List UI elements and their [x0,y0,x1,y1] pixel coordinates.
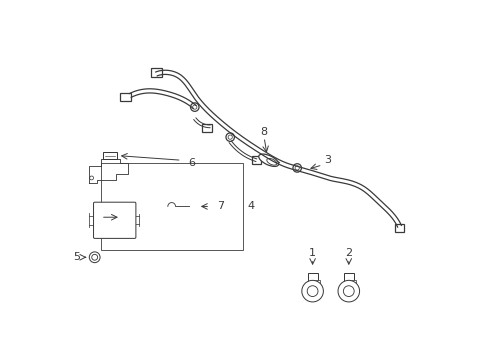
Bar [103,152,117,159]
FancyBboxPatch shape [93,202,136,238]
Circle shape [337,280,359,302]
Text: 4: 4 [247,201,255,211]
Bar [107,238,122,243]
Ellipse shape [258,154,278,166]
Bar [151,203,158,210]
Circle shape [190,103,199,111]
Bar [349,280,355,284]
Circle shape [343,286,353,297]
Circle shape [192,105,197,109]
Text: 5: 5 [73,252,80,262]
Bar [307,274,317,281]
Text: 1: 1 [308,248,315,258]
Circle shape [89,252,100,263]
Bar [189,203,197,210]
Circle shape [292,164,301,172]
Bar [202,124,211,132]
Circle shape [92,254,98,260]
Bar [313,280,319,284]
Bar [151,68,162,77]
Bar [251,156,261,164]
Ellipse shape [266,158,276,165]
Text: 7: 7 [216,202,224,211]
Text: 6: 6 [188,158,195,167]
Circle shape [294,166,299,170]
Circle shape [301,280,323,302]
Bar [343,274,353,281]
Bar [101,163,243,249]
Text: 2: 2 [345,248,352,258]
Circle shape [306,286,317,297]
Circle shape [225,133,234,141]
Circle shape [227,135,232,139]
Bar [394,224,404,232]
Circle shape [105,232,109,236]
Text: 3: 3 [324,155,331,165]
Bar [120,93,131,101]
Circle shape [89,176,93,180]
Bar [102,210,127,231]
Text: 8: 8 [260,127,267,137]
